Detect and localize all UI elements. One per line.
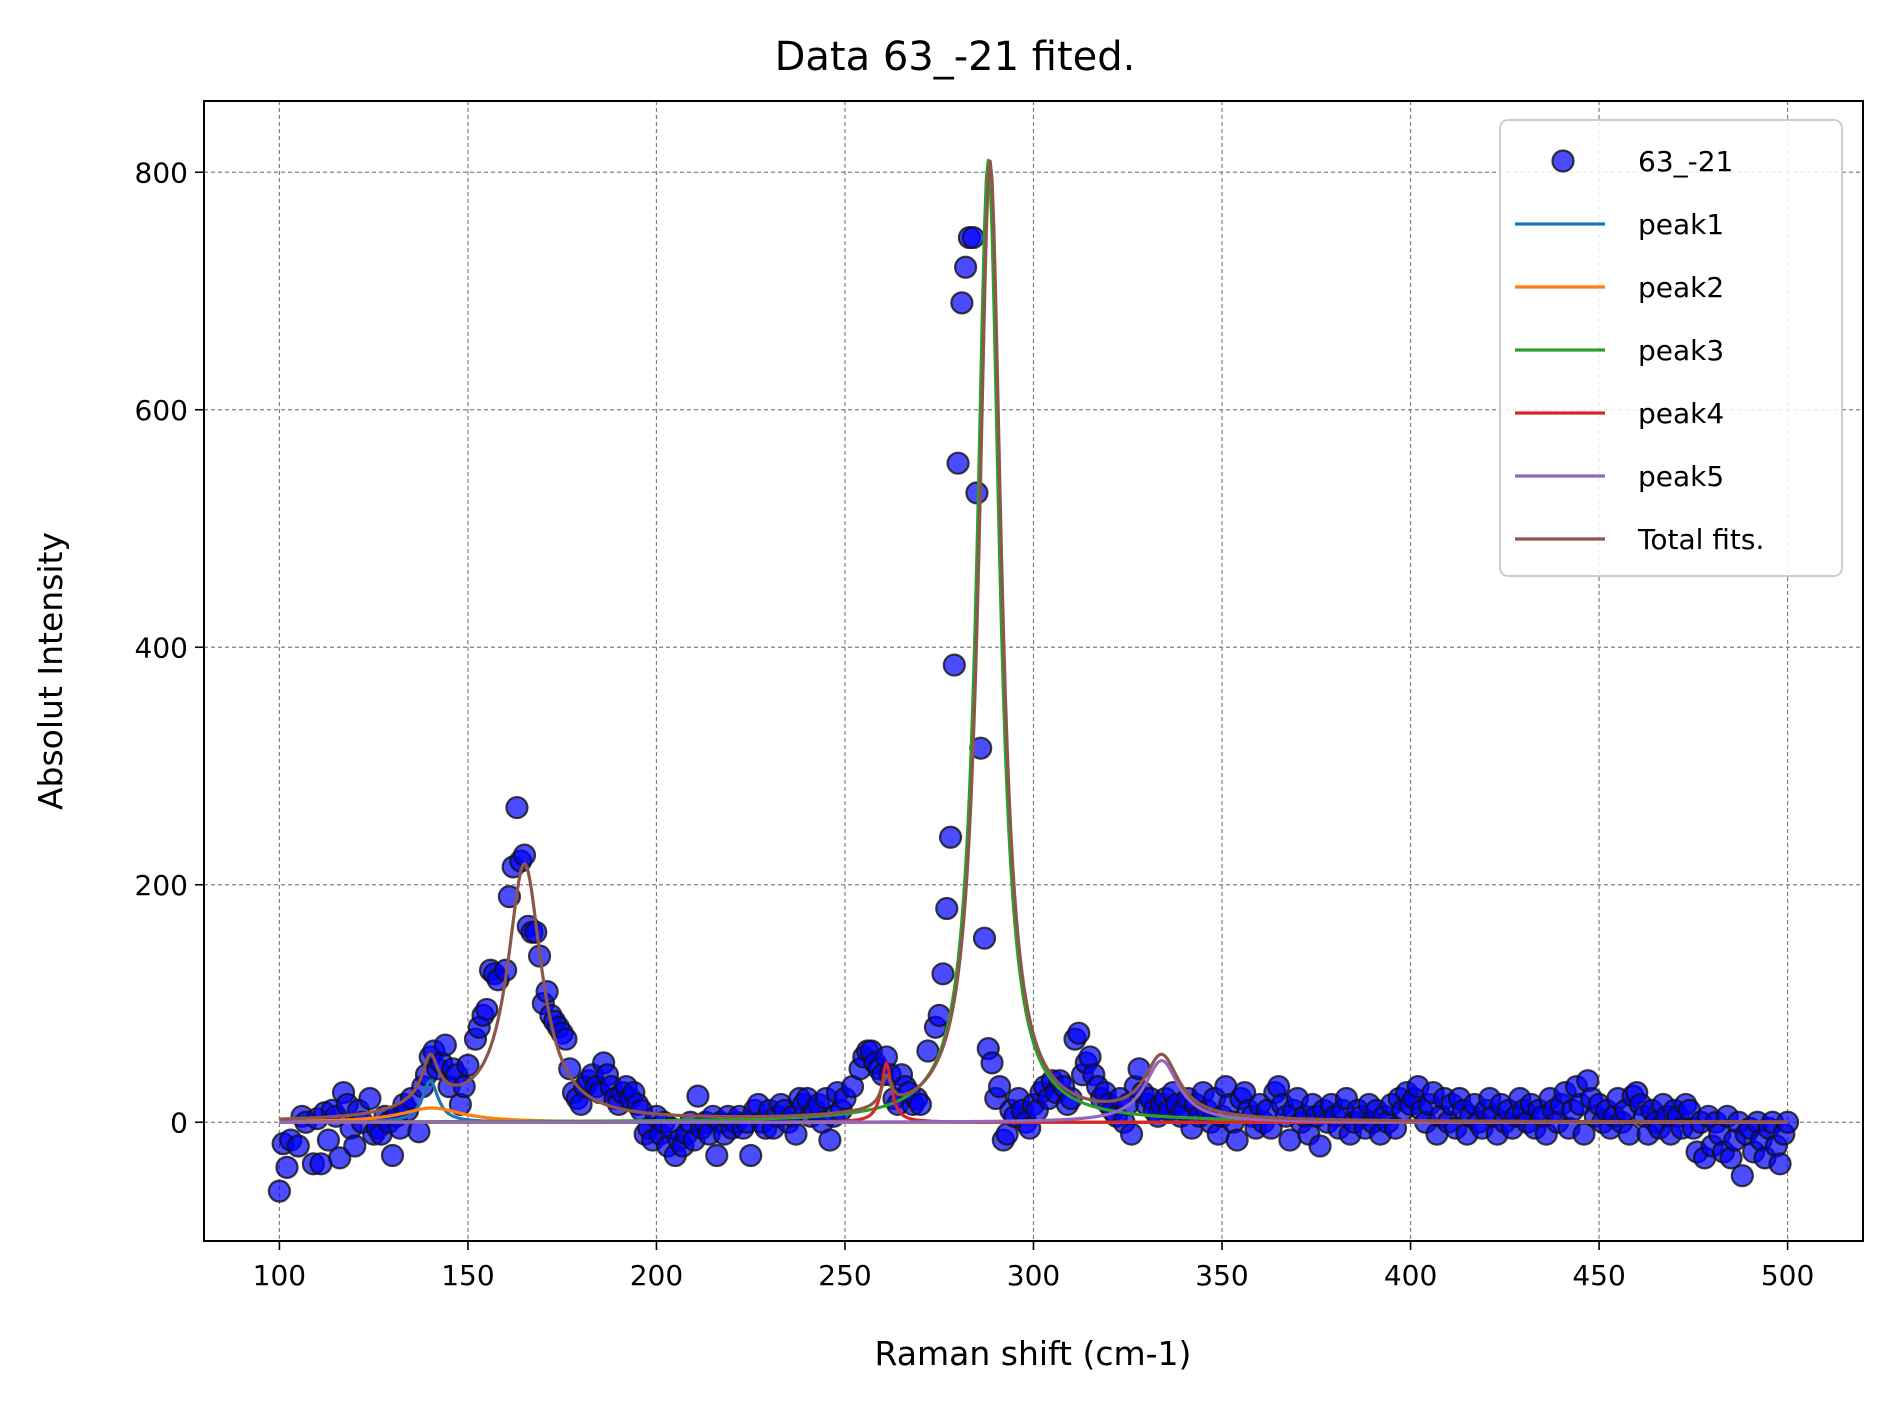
- data-point: [938, 825, 963, 849]
- data-point: [407, 1120, 431, 1144]
- y-tick-label: 800: [135, 156, 188, 189]
- legend-label: 63_-21: [1638, 145, 1733, 178]
- data-point: [931, 962, 955, 986]
- x-tick-label: 150: [441, 1259, 494, 1292]
- x-tick-label: 500: [1761, 1259, 1814, 1292]
- data-point: [380, 1143, 405, 1168]
- data-point: [987, 1075, 1012, 1099]
- data-point: [1067, 1021, 1091, 1045]
- legend-box: [1499, 119, 1843, 577]
- data-point: [705, 1143, 729, 1168]
- data-point: [927, 1003, 951, 1027]
- legend-label: Total fits.: [1637, 523, 1764, 556]
- data-point: [686, 1084, 710, 1108]
- data-point: [275, 1155, 299, 1179]
- data-point: [343, 1134, 367, 1158]
- y-tick-label: 0: [170, 1106, 188, 1139]
- data-point: [316, 1128, 341, 1152]
- chart-title: Data 63_-21 fited.: [775, 34, 1136, 80]
- x-tick-label: 350: [1195, 1259, 1248, 1292]
- data-point: [946, 451, 970, 475]
- data-point: [739, 1143, 763, 1168]
- legend-label: peak2: [1638, 271, 1724, 304]
- data-point: [1308, 1134, 1332, 1158]
- data-point: [818, 1128, 842, 1152]
- data-point: [1225, 1128, 1249, 1152]
- data-point: [954, 255, 978, 279]
- x-tick-label: 450: [1572, 1259, 1625, 1292]
- x-axis-label: Raman shift (cm-1): [875, 1334, 1192, 1373]
- legend-marker-63-21: [1551, 149, 1575, 173]
- x-tick-label: 300: [1007, 1259, 1060, 1292]
- data-point: [961, 225, 985, 250]
- legend-label: peak5: [1638, 460, 1724, 493]
- y-tick-label: 600: [135, 394, 188, 427]
- data-point: [908, 1092, 932, 1117]
- legend-label: peak3: [1638, 334, 1724, 367]
- series-line-total-fits: [279, 159, 1788, 1124]
- plot-area: [267, 158, 1800, 1203]
- y-axis-label: Absolut Intensity: [31, 532, 70, 810]
- y-tick-label: 400: [135, 631, 188, 664]
- x-tick-label: 200: [630, 1259, 683, 1292]
- data-point: [328, 1146, 352, 1170]
- x-tick-label: 400: [1384, 1259, 1437, 1292]
- x-axis: 100 150 200 250 300 350 400 450 500: [253, 1241, 1814, 1292]
- data-point: [456, 1053, 480, 1077]
- x-tick-label: 100: [253, 1259, 306, 1292]
- data-point: [784, 1122, 808, 1146]
- data-point: [950, 291, 974, 315]
- x-tick-label: 250: [818, 1259, 871, 1292]
- data-point: [935, 896, 959, 921]
- data-point: [1119, 1122, 1144, 1146]
- data-point: [1730, 1164, 1754, 1188]
- data-point: [433, 1033, 457, 1057]
- legend: 63_-21 peak1 peak2 peak3 peak4 peak5 Total fit…: [1499, 119, 1843, 577]
- legend-label: peak4: [1638, 397, 1724, 430]
- data-point: [358, 1086, 382, 1111]
- data-point: [267, 1179, 292, 1203]
- data-point: [980, 1051, 1004, 1075]
- data-point: [286, 1134, 310, 1158]
- data-point: [942, 653, 966, 677]
- data-point: [916, 1039, 940, 1063]
- y-tick-label: 200: [135, 869, 188, 902]
- data-point: [1768, 1152, 1792, 1176]
- data-point: [505, 795, 529, 820]
- data-point: [475, 997, 499, 1022]
- legend-label: peak1: [1638, 208, 1724, 241]
- y-axis: 0 200 400 600 800: [135, 156, 204, 1139]
- data-point: [972, 926, 997, 950]
